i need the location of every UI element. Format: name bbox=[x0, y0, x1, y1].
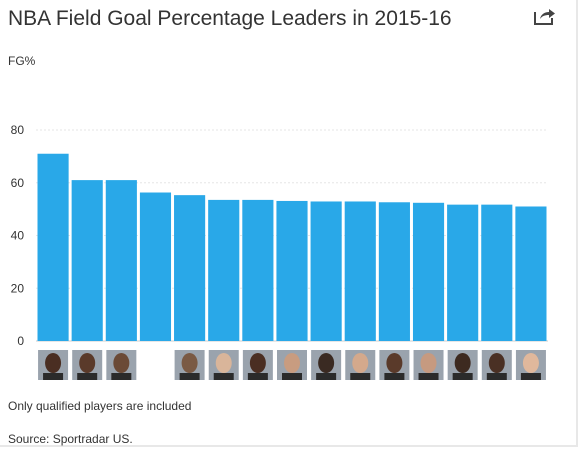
share-arrow-icon[interactable] bbox=[533, 6, 557, 26]
player-headshot-image bbox=[106, 350, 137, 380]
player-headshot-image bbox=[447, 350, 478, 380]
source-credit: Source: Sportradar US. bbox=[8, 432, 133, 446]
bars bbox=[37, 153, 547, 341]
bar[interactable] bbox=[242, 199, 274, 341]
bar[interactable] bbox=[481, 204, 513, 341]
player-headshots bbox=[38, 350, 546, 380]
bar[interactable] bbox=[71, 180, 103, 341]
bar[interactable] bbox=[105, 180, 137, 341]
bar-chart: 0 20 40 60 80 bbox=[11, 123, 548, 380]
player-headshot-image bbox=[208, 350, 239, 380]
player-headshot-image bbox=[277, 350, 307, 380]
player-headshot-image bbox=[242, 350, 273, 380]
bar[interactable] bbox=[412, 202, 445, 341]
player-headshot-image bbox=[515, 350, 546, 380]
bar[interactable] bbox=[174, 195, 206, 341]
y-tick-labels: 0 20 40 60 80 bbox=[11, 123, 25, 348]
y-tick-label: 0 bbox=[17, 334, 24, 348]
y-tick-label: 60 bbox=[11, 176, 25, 190]
y-tick-label: 20 bbox=[11, 281, 25, 295]
bar[interactable] bbox=[378, 202, 410, 341]
bar[interactable] bbox=[139, 192, 172, 341]
bar[interactable] bbox=[276, 200, 308, 341]
bar[interactable] bbox=[310, 201, 342, 341]
chart-title: NBA Field Goal Percentage Leaders in 201… bbox=[8, 7, 452, 30]
y-axis-unit-label: FG% bbox=[8, 54, 36, 68]
player-headshot-image bbox=[174, 350, 205, 380]
bar[interactable] bbox=[515, 206, 547, 341]
y-tick-label: 80 bbox=[11, 123, 25, 137]
y-tick-label: 40 bbox=[11, 229, 25, 243]
player-headshot-image bbox=[345, 350, 376, 380]
player-headshot-image bbox=[379, 350, 410, 380]
player-headshot-image bbox=[38, 350, 69, 380]
bar[interactable] bbox=[344, 201, 376, 341]
player-headshot-image bbox=[311, 350, 342, 380]
player-headshot-image bbox=[481, 350, 512, 380]
bar[interactable] bbox=[208, 199, 240, 341]
player-headshot-image bbox=[72, 350, 103, 380]
footnote: Only qualified players are included bbox=[8, 399, 192, 413]
player-headshot-image bbox=[413, 350, 444, 380]
bar[interactable] bbox=[447, 204, 479, 341]
bar[interactable] bbox=[37, 153, 69, 341]
